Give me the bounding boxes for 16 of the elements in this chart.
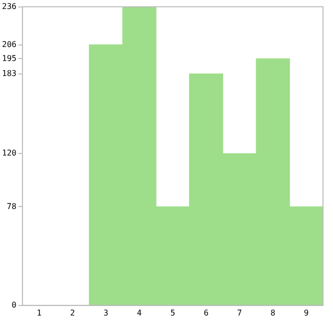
x-tick-label: 5 — [170, 308, 176, 318]
x-tick-label: 3 — [104, 308, 109, 318]
y-tick-label: 0 — [12, 300, 17, 310]
y-tick-label: 120 — [2, 148, 17, 158]
x-tick-label: 8 — [270, 308, 276, 318]
y-tick-label: 78 — [6, 202, 17, 211]
y-tick-label: 183 — [2, 68, 17, 78]
x-tick-label: 7 — [237, 308, 242, 318]
x-tick-label: 6 — [204, 308, 209, 318]
x-tick-label: 4 — [136, 308, 142, 318]
y-tick-label: 206 — [2, 40, 17, 49]
x-tick-label: 1 — [36, 308, 42, 318]
y-tick-label: 236 — [2, 2, 17, 11]
x-tick-label: 9 — [304, 308, 309, 318]
x-tick-label: 2 — [70, 308, 76, 318]
y-tick-label: 195 — [2, 54, 17, 63]
